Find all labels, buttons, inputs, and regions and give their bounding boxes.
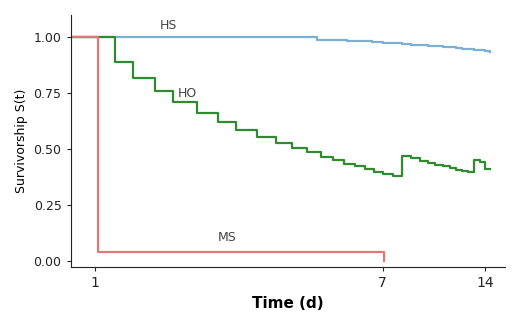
Text: HS: HS [160,19,177,32]
Y-axis label: Survivorship S(t): Survivorship S(t) [15,89,28,193]
X-axis label: Time (d): Time (d) [252,296,323,311]
Text: MS: MS [218,231,237,244]
Text: HO: HO [177,87,197,100]
